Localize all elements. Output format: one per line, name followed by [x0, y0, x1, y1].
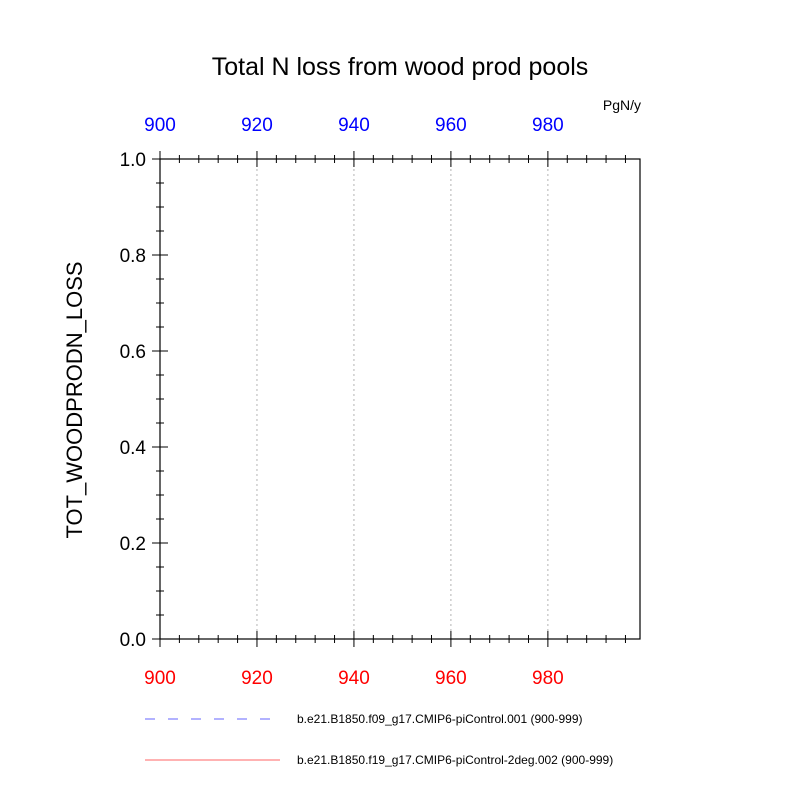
y-tick-label: 0.0 [120, 630, 146, 651]
y-tick-label: 0.8 [120, 246, 146, 267]
x-tick-label-top: 900 [144, 115, 176, 136]
x-tick-label-top: 940 [338, 115, 370, 136]
legend-label: b.e21.B1850.f19_g17.CMIP6-piControl-2deg… [297, 753, 613, 767]
tick-labels: 900 900 920 920 940 940 960 960 980 980 0.0 0.2 0.4 0… [120, 115, 564, 689]
y-tick-label: 0.6 [120, 342, 146, 363]
x-tick-label-bottom: 920 [241, 668, 273, 689]
y-axis-label: TOT_WOODPRODN_LOSS [62, 261, 87, 538]
x-tick-label-bottom: 980 [532, 668, 564, 689]
x-tick-label-bottom: 940 [338, 668, 370, 689]
y-tick-label: 1.0 [120, 150, 146, 171]
x-tick-label-bottom: 960 [435, 668, 467, 689]
legend-label: b.e21.B1850.f09_g17.CMIP6-piControl.001 … [297, 712, 583, 726]
x-tick-label-top: 920 [241, 115, 273, 136]
x-tick-label-top: 960 [435, 115, 467, 136]
x-tick-label-top: 980 [532, 115, 564, 136]
grid [256, 159, 549, 639]
legend: b.e21.B1850.f09_g17.CMIP6-piControl.001 … [145, 712, 613, 767]
chart-title: Total N loss from wood prod pools [212, 53, 589, 81]
units-label: PgN/y [603, 97, 641, 113]
axis-ticks [152, 151, 626, 647]
x-tick-label-bottom: 900 [144, 668, 176, 689]
y-tick-label: 0.2 [120, 534, 146, 555]
y-tick-label: 0.4 [120, 438, 147, 459]
plot-frame [159, 158, 641, 640]
